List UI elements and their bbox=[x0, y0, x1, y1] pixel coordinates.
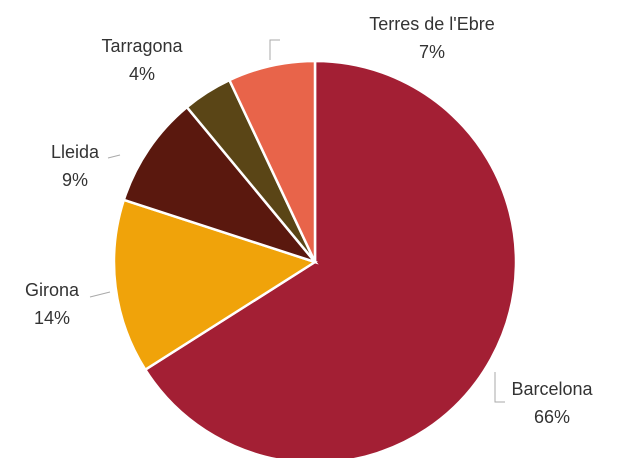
leader-line bbox=[269, 39, 280, 60]
slice-label: Lleida bbox=[51, 142, 100, 162]
slice-value: 9% bbox=[62, 170, 88, 190]
pie-slice bbox=[227, 59, 317, 263]
slice-label: Terres de l'Ebre bbox=[369, 14, 495, 34]
slice-label: Tarragona bbox=[101, 36, 183, 56]
slice-value: 66% bbox=[534, 407, 570, 427]
pie-slice bbox=[143, 59, 518, 458]
leader-line bbox=[89, 291, 111, 298]
slice-label: Girona bbox=[25, 280, 80, 300]
pie-slice bbox=[122, 105, 319, 265]
pie-slice bbox=[112, 198, 318, 372]
leader-line bbox=[494, 372, 505, 403]
slice-value: 4% bbox=[129, 64, 155, 84]
slice-value: 14% bbox=[34, 308, 70, 328]
slice-value: 7% bbox=[419, 42, 445, 62]
slice-label: Barcelona bbox=[511, 379, 593, 399]
leader-line bbox=[107, 154, 121, 159]
